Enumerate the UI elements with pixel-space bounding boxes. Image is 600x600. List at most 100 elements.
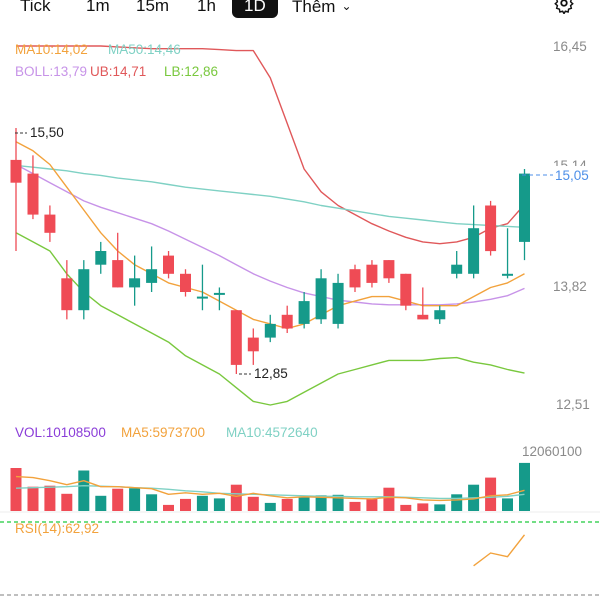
volume-bar <box>129 488 141 511</box>
candle-body <box>180 273 191 292</box>
lower-band-line <box>15 232 525 406</box>
volume-bar <box>434 504 446 511</box>
volume-bar <box>383 487 395 511</box>
candle-body <box>129 278 141 288</box>
tab-label: Thêm <box>292 0 336 16</box>
volume-bar <box>78 470 90 511</box>
candle-body <box>417 314 429 320</box>
candle-body <box>61 278 73 311</box>
candles <box>10 128 530 375</box>
volume-bar <box>451 494 463 511</box>
volume-bar <box>400 504 412 511</box>
volume-bar <box>502 498 513 511</box>
candle-body <box>146 269 158 283</box>
price-axis-label-4: 12,51 <box>556 397 590 412</box>
upper-band-line <box>16 45 526 245</box>
candle-body <box>332 282 344 324</box>
candle-body <box>264 323 276 338</box>
ma10-line <box>15 141 525 330</box>
volume-bar <box>298 497 310 511</box>
volume-bar <box>417 503 429 511</box>
candle-body <box>95 251 107 265</box>
boll-mid-line <box>15 163 525 306</box>
volume-bars <box>10 462 530 511</box>
legend-ma50: MA50:14,46 <box>108 42 181 57</box>
volume-bar <box>163 504 174 511</box>
candle-body <box>163 255 174 274</box>
volume-axis-max: 12060100 <box>522 444 582 459</box>
candle-body <box>78 269 90 311</box>
volume-bar <box>146 494 158 511</box>
volume-bar <box>44 485 56 511</box>
candle-body <box>112 260 124 288</box>
tab-1m[interactable]: 1m <box>86 0 110 18</box>
candle-body <box>10 159 22 183</box>
candle-body <box>502 273 513 276</box>
volume-bar <box>315 495 327 511</box>
rsi-lines <box>473 534 526 567</box>
gear-icon[interactable] <box>553 0 575 15</box>
ma50-line <box>15 164 525 228</box>
candle-body <box>434 310 446 320</box>
volume-bar <box>485 477 497 511</box>
tab-tick[interactable]: Tick <box>20 0 51 18</box>
tab-label: 15m <box>136 0 170 15</box>
volume-bar <box>519 462 530 511</box>
volume-bar <box>264 502 276 511</box>
candle-body <box>400 273 412 306</box>
candle-body <box>213 292 225 295</box>
tab-1d[interactable]: 1D <box>232 0 278 18</box>
timeframe-toolbar: Tick 1m 15m 1h 1D Thêm ⌄ <box>0 0 600 22</box>
candle-body <box>468 228 480 274</box>
candle-body <box>383 260 395 279</box>
candle-body <box>281 314 293 329</box>
volume-bar <box>61 493 73 511</box>
volume-bar <box>230 484 242 511</box>
rsi-line <box>473 534 526 567</box>
volume-bar <box>95 495 107 511</box>
candle-body <box>230 310 242 365</box>
indicator-lines <box>15 45 526 406</box>
volume-bar <box>180 498 191 511</box>
volume-bar <box>213 498 225 511</box>
low-marker-label: 12,85 <box>254 366 288 381</box>
tab-1h[interactable]: 1h <box>197 0 216 18</box>
tab-label: 1D <box>244 0 266 15</box>
volume-bar <box>10 468 22 511</box>
tab-label: 1h <box>197 0 216 15</box>
tab-label: 1m <box>86 0 110 15</box>
volume-bar <box>247 496 259 511</box>
chevron-down-icon: ⌄ <box>341 0 352 13</box>
volume-bar <box>112 488 124 511</box>
candle-body <box>298 301 310 324</box>
volume-ma5-line <box>15 475 525 502</box>
candle-body <box>519 173 530 242</box>
legend-vol-ma5: MA5:5973700 <box>121 425 205 440</box>
legend-ub: UB:14,71 <box>90 64 146 79</box>
chart-grid <box>0 511 600 596</box>
candle-body <box>366 264 378 283</box>
high-marker-label: 15,50 <box>30 125 64 140</box>
price-axis-label-3: 13,82 <box>553 279 587 294</box>
candle-body <box>315 278 327 320</box>
legend-rsi: RSI(14):62,92 <box>15 521 99 536</box>
candle-body <box>27 173 39 215</box>
legend-boll: BOLL:13,79 <box>15 64 87 79</box>
price-axis-label-1: 16,45 <box>553 39 587 54</box>
volume-bar <box>27 486 39 511</box>
tab-label: Tick <box>20 0 51 15</box>
current-price-label: 15,05 <box>555 168 589 183</box>
candle-body <box>44 214 56 233</box>
tab-15m[interactable]: 15m <box>136 0 169 18</box>
candle-body <box>451 264 463 274</box>
volume-bar <box>366 498 378 511</box>
volume-bar <box>196 495 208 511</box>
volume-bar <box>281 498 293 511</box>
tab-thêm[interactable]: Thêm ⌄ <box>292 0 352 18</box>
current-price-badge <box>553 166 597 184</box>
candle-body <box>247 337 259 352</box>
candle-body <box>485 205 497 252</box>
volume-bar <box>332 494 344 511</box>
legend-vol-ma10: MA10:4572640 <box>226 425 318 440</box>
